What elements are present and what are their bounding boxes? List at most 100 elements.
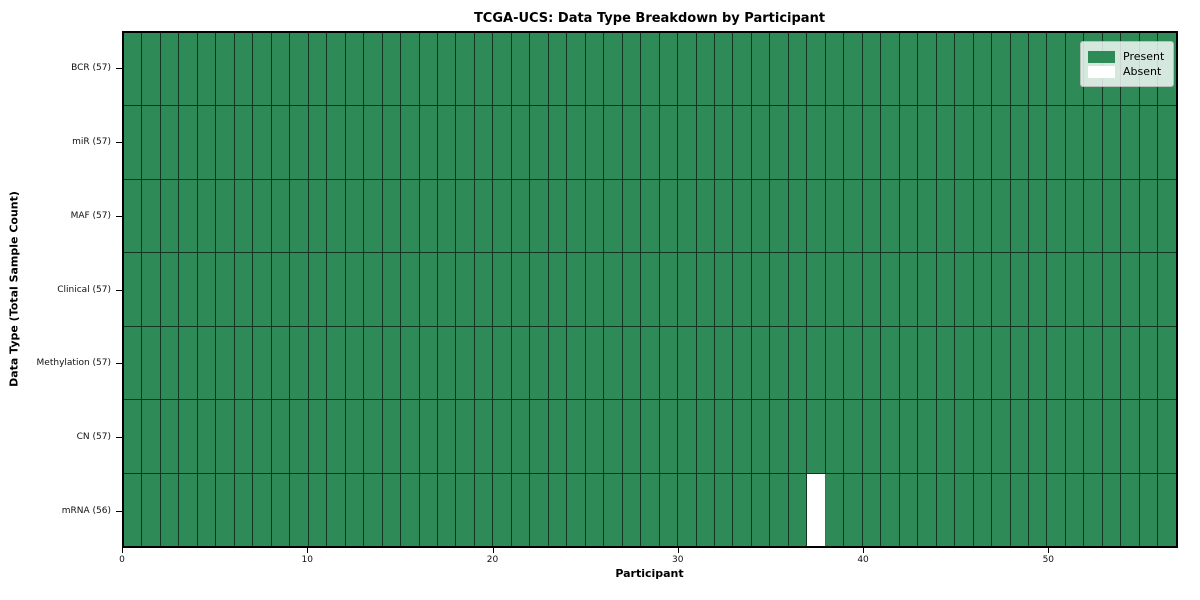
heatmap-cell [197,473,217,546]
heatmap-cell [770,400,789,473]
heatmap-cell [382,253,402,326]
heatmap-cell [1158,400,1176,473]
y-axis: BCR (57) miR (57) MAF (57) Clinical (57) Met… [0,31,122,548]
heatmap-cell [419,253,438,326]
heatmap-cell [327,106,346,179]
heatmap-cell [530,253,549,326]
heatmap-cell [401,253,420,326]
heatmap-cell [124,253,143,326]
heatmap-cell [751,106,771,179]
heatmap-cell [1010,326,1029,400]
heatmap-cell [862,326,882,400]
heatmap-cell [327,179,346,253]
heatmap-cell [1121,326,1140,400]
x-tick-label: 20 [486,555,499,565]
heatmap-cell [807,106,826,179]
heatmap-cell [1010,179,1029,253]
heatmap-cell [751,400,771,473]
heatmap-cell [1084,400,1103,473]
heatmap-cell [1102,326,1122,400]
y-tick-mark [116,289,122,291]
heatmap-cell [955,33,974,106]
x-axis: 0 10 20 30 40 50 [119,548,1178,572]
heatmap-cell [973,326,993,400]
heatmap-cell [474,400,494,473]
heatmap-cell [401,106,420,179]
heatmap-cell [345,473,365,546]
heatmap-cell [253,106,272,179]
heatmap-cell [770,473,789,546]
heatmap-cell [678,33,697,106]
heatmap-cell [160,400,180,473]
heatmap-cell [271,179,291,253]
heatmap-cell [788,33,808,106]
heatmap-cell [511,106,531,179]
heatmap-row-miR [124,106,1176,180]
heatmap-cell [382,33,402,106]
heatmap-cell [456,400,475,473]
heatmap-cell [345,326,365,400]
heatmap-cell [271,473,291,546]
heatmap-cell [234,179,254,253]
y-tick-mark [116,141,122,143]
heatmap-cell-absent [807,473,826,546]
heatmap-cell [308,179,328,253]
legend: Present Absent [1080,41,1175,87]
heatmap-row-BCR [124,33,1176,107]
heatmap-cell [290,473,309,546]
heatmap-cell [585,326,605,400]
heatmap-cell [973,473,993,546]
heatmap-cell [641,473,660,546]
heatmap-cell [419,106,438,179]
y-tick-label: Clinical (57) [57,284,111,295]
heatmap-cell [751,326,771,400]
heatmap-cell [142,473,161,546]
heatmap-cell [844,33,863,106]
heatmap-cell [530,179,549,253]
heatmap-cell [936,179,956,253]
x-tick-label: 50 [1042,555,1055,565]
heatmap-cell [622,179,642,253]
x-tick-label: 10 [301,555,313,565]
heatmap-cell [1121,473,1140,546]
heatmap-cell [548,400,568,473]
heatmap-cell [788,473,808,546]
present-swatch-icon [1088,50,1115,63]
heatmap-cell [493,326,512,400]
heatmap-cell [733,179,752,253]
heatmap-cell [234,33,254,106]
heatmap-cell [548,473,568,546]
heatmap-cell [364,106,383,179]
heatmap-cell [881,33,900,106]
heatmap-cell [1084,106,1103,179]
heatmap-cell [881,326,900,400]
heatmap-cell [696,179,715,253]
heatmap-cell [437,473,457,546]
x-tick-label: 40 [857,555,869,565]
heatmap-cell [992,253,1011,326]
heatmap-cell [715,253,734,326]
heatmap-cell [216,253,235,326]
heatmap-cell [918,253,937,326]
heatmap-cell [973,400,993,473]
heatmap-cell [696,106,715,179]
heatmap-cell [382,473,402,546]
heatmap-cell [936,473,956,546]
heatmap-cell [548,179,568,253]
heatmap-cell [401,473,420,546]
heatmap-cell [548,253,568,326]
heatmap-cell [1139,400,1159,473]
heatmap-cell [197,179,217,253]
heatmap-cell [751,179,771,253]
heatmap-cell [437,400,457,473]
heatmap-cell [290,253,309,326]
heatmap-cell [622,326,642,400]
heatmap-cell [936,326,956,400]
heatmap-cell [1047,400,1066,473]
heatmap-cell [881,179,900,253]
heatmap-cell [604,473,623,546]
heatmap-cell [899,179,919,253]
heatmap-cell [290,400,309,473]
heatmap-cell [1065,106,1085,179]
